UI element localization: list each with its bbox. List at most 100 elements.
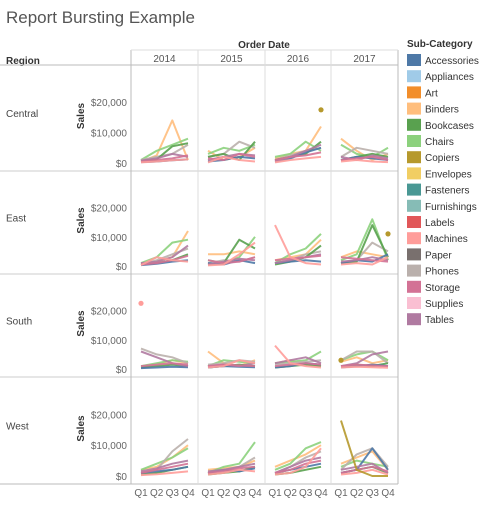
region-label-east: East — [6, 214, 26, 225]
line-storage — [140, 254, 189, 266]
y-tick-label: $0 — [116, 365, 128, 376]
point-machines — [138, 300, 144, 306]
legend-label-labels: Labels — [425, 218, 454, 229]
y-tick-label: $20,000 — [91, 98, 128, 109]
line-machines — [340, 468, 389, 476]
line-phones — [140, 347, 189, 365]
line-copiers — [340, 420, 388, 477]
x-ticks: Q1 Q2 Q3 Q4 Q1 Q2 Q3 Q4 Q1 Q2 Q3 Q4 Q1 Q2 Q3 Q4 — [134, 488, 395, 499]
x-tick-q3: Q3 — [166, 488, 180, 499]
x-tick-q2: Q2 — [217, 488, 231, 499]
line-storage — [274, 151, 322, 161]
region-labels: Central East South West — [6, 109, 38, 433]
line-machines — [340, 365, 389, 369]
line-tables — [140, 459, 189, 473]
y-tick-label: $10,000 — [91, 233, 128, 244]
line-tables — [274, 356, 322, 365]
row-header: Region — [6, 56, 40, 67]
line-tables — [207, 462, 256, 473]
year-header-2016: 2016 — [287, 54, 310, 65]
legend-swatch-appliances — [407, 70, 421, 83]
legend-label-phones: Phones — [425, 267, 459, 278]
line-chairs — [274, 441, 322, 471]
line-storage — [140, 362, 189, 368]
year-header-2015: 2015 — [220, 54, 243, 65]
legend-swatch-phones — [407, 264, 421, 277]
line-chairs — [140, 137, 189, 161]
legend-title: Sub-Category — [407, 39, 473, 50]
legend-label-fasteners: Fasteners — [425, 186, 469, 197]
line-storage — [207, 465, 256, 474]
legend-label-accessories: Accessories — [425, 56, 479, 67]
line-chairs — [340, 350, 389, 362]
line-machines — [274, 447, 322, 476]
legend-label-copiers: Copiers — [425, 153, 459, 164]
legend-swatch-fasteners — [407, 183, 421, 196]
line-accessories — [140, 365, 189, 370]
x-tick-q4: Q4 — [248, 488, 262, 499]
legend-label-tables: Tables — [425, 315, 454, 326]
legend-label-bookcases: Bookcases — [425, 121, 474, 132]
y-tick-label: $0 — [116, 262, 128, 273]
legend-label-envelopes: Envelopes — [425, 169, 472, 180]
x-tick-q2: Q2 — [284, 488, 298, 499]
y-tick-label: $20,000 — [91, 307, 128, 318]
line-machines — [207, 155, 256, 164]
legend-label-binders: Binders — [425, 105, 459, 116]
y-axes: Sales $20,000 $10,000 $0 Sales $20,000 $10,000… — [76, 98, 127, 483]
x-tick-q2: Q2 — [350, 488, 364, 499]
x-tick-q1: Q1 — [134, 488, 148, 499]
y-tick-label: $0 — [116, 472, 128, 483]
legend-swatch-accessories — [407, 54, 421, 66]
x-tick-q3: Q3 — [299, 488, 313, 499]
line-storage — [274, 459, 322, 474]
x-tick-q4: Q4 — [314, 488, 328, 499]
line-machines — [207, 241, 256, 267]
series-lines — [138, 107, 391, 477]
y-axis-label: Sales — [76, 415, 87, 442]
x-tick-q1: Q1 — [201, 488, 215, 499]
legend-label-art: Art — [425, 88, 438, 99]
line-machines — [274, 155, 322, 164]
legend-swatch-tables — [407, 313, 421, 326]
y-tick-label: $0 — [116, 159, 128, 170]
legend-label-chairs: Chairs — [425, 137, 454, 148]
line-chairs — [274, 140, 322, 158]
point-copiers — [318, 107, 324, 113]
y-axis-label: Sales — [76, 102, 87, 129]
legend-swatch-binders — [407, 102, 421, 115]
line-storage — [207, 363, 256, 368]
legend-label-machines: Machines — [425, 234, 468, 245]
y-axis-label: Sales — [76, 207, 87, 234]
line-tables — [140, 152, 189, 162]
legend-swatch-copiers — [407, 151, 421, 164]
legend-label-appliances: Appliances — [425, 72, 474, 83]
legend-swatch-paper — [407, 248, 421, 261]
line-storage — [207, 256, 256, 265]
region-label-west: West — [6, 422, 29, 433]
y-tick-label: $10,000 — [91, 129, 128, 140]
x-tick-q4: Q4 — [381, 488, 395, 499]
line-storage — [340, 155, 389, 161]
panel-frame — [0, 49, 399, 485]
legend-label-storage: Storage — [425, 283, 460, 294]
legend-swatch-machines — [407, 232, 421, 245]
line-phones — [340, 350, 389, 365]
x-tick-q3: Q3 — [233, 488, 247, 499]
legend-swatch-furnishings — [407, 199, 421, 212]
year-headers: 2014 2015 2016 2017 — [153, 54, 376, 65]
legend-swatch-bookcases — [407, 118, 421, 131]
line-machines — [274, 344, 322, 369]
year-header-2014: 2014 — [153, 54, 176, 65]
y-tick-label: $10,000 — [91, 441, 128, 452]
point-copiers — [385, 231, 391, 237]
legend-swatch-envelopes — [407, 167, 421, 180]
line-machines — [140, 256, 189, 266]
legend-swatch-art — [407, 86, 421, 99]
line-machines — [274, 224, 322, 266]
line-chairs — [207, 143, 256, 155]
y-tick-label: $20,000 — [91, 410, 128, 421]
legend-swatch-chairs — [407, 135, 421, 147]
